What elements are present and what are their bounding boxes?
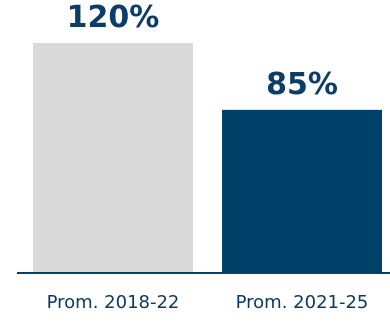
- data-label-1: 120%: [67, 0, 160, 35]
- bar-1: [33, 43, 193, 273]
- x-tick-label-1: Prom. 2018-22: [47, 292, 180, 313]
- x-tick-label-2: Prom. 2021-25: [236, 292, 369, 313]
- bar-2: [222, 109, 382, 272]
- x-tick-labels: Prom. 2018-22 Prom. 2021-25: [47, 292, 369, 313]
- data-labels: 120% 85%: [67, 0, 338, 102]
- bars: [33, 43, 382, 273]
- data-label-2: 85%: [266, 67, 338, 102]
